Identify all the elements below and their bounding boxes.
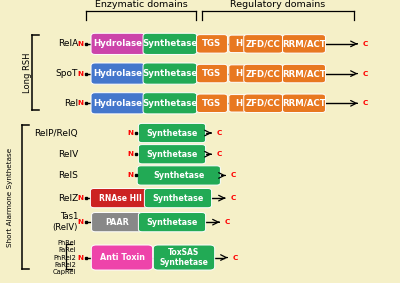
Text: RelZ: RelZ [58,194,78,203]
FancyBboxPatch shape [196,94,228,113]
Text: PAAR: PAAR [105,218,129,227]
Bar [135,153,138,155]
Text: RRM/ACT: RRM/ACT [282,69,326,78]
FancyBboxPatch shape [92,213,143,232]
Text: C: C [216,130,222,136]
Text: ZFD/CC: ZFD/CC [246,39,280,48]
FancyBboxPatch shape [244,35,283,53]
FancyBboxPatch shape [90,188,150,208]
Text: H: H [236,39,243,48]
Text: C: C [362,100,368,106]
Text: C: C [232,254,238,261]
FancyBboxPatch shape [229,95,250,112]
Text: C: C [362,41,368,47]
Text: ZFD/CC: ZFD/CC [246,69,280,78]
Bar [85,102,87,104]
Text: H: H [236,69,243,78]
Text: C: C [216,151,222,157]
FancyBboxPatch shape [229,65,250,82]
FancyBboxPatch shape [282,64,326,83]
Bar [135,132,138,134]
FancyBboxPatch shape [282,35,326,53]
FancyBboxPatch shape [137,166,220,185]
Text: Hydrolase: Hydrolase [94,39,142,48]
Text: Synthetase: Synthetase [153,171,204,180]
Bar [85,72,87,74]
Text: N: N [77,70,83,77]
Text: SpoT: SpoT [56,69,78,78]
Bar [135,174,138,177]
Text: C: C [362,70,368,77]
FancyBboxPatch shape [91,63,145,84]
FancyBboxPatch shape [153,245,215,270]
Text: N: N [77,195,83,201]
Text: Synthetase: Synthetase [146,218,198,227]
FancyBboxPatch shape [196,64,228,83]
Text: Hydrolase: Hydrolase [94,69,142,78]
Text: N: N [127,130,134,136]
Text: RelV: RelV [58,150,78,159]
FancyBboxPatch shape [138,213,206,232]
Text: TGS: TGS [202,99,222,108]
Bar [85,43,87,45]
FancyBboxPatch shape [229,35,250,53]
Text: ZFD/CC: ZFD/CC [246,99,280,108]
Text: Regulatory domains: Regulatory domains [230,0,326,9]
Text: Rel: Rel [64,99,78,108]
Text: TGS: TGS [202,69,222,78]
Text: C: C [224,219,230,225]
Text: Synthetase: Synthetase [146,150,198,159]
Text: Enzymatic domains: Enzymatic domains [95,0,187,9]
FancyBboxPatch shape [91,33,145,54]
Text: Synthetase: Synthetase [142,99,198,108]
FancyBboxPatch shape [144,188,212,208]
FancyBboxPatch shape [282,94,326,113]
Text: Short Alarmone Synthetase: Short Alarmone Synthetase [7,148,13,247]
FancyBboxPatch shape [138,123,206,143]
Text: Synthetase: Synthetase [152,194,204,203]
Bar [85,256,87,259]
Text: ToxSAS
Synthetase: ToxSAS Synthetase [160,248,208,267]
Text: TGS: TGS [202,39,222,48]
FancyBboxPatch shape [138,145,206,164]
Text: Synthetase: Synthetase [142,39,198,48]
Bar [85,221,87,223]
Text: Long RSH: Long RSH [23,53,32,93]
FancyBboxPatch shape [143,93,197,114]
Text: RRM/ACT: RRM/ACT [282,39,326,48]
FancyBboxPatch shape [196,35,228,53]
Text: N: N [77,100,83,106]
FancyBboxPatch shape [91,245,153,270]
Text: Synthetase: Synthetase [146,128,198,138]
Text: Anti Toxin: Anti Toxin [100,253,144,262]
FancyBboxPatch shape [244,94,283,113]
Text: RelP/RelQ: RelP/RelQ [34,128,78,138]
Text: N: N [77,41,83,47]
Bar [85,197,87,199]
Text: RelA: RelA [58,39,78,48]
Text: C: C [230,195,236,201]
FancyBboxPatch shape [91,93,145,114]
FancyBboxPatch shape [143,63,197,84]
Text: PhRel
FaRel
PhRel2
FaRel2
CapRel: PhRel FaRel PhRel2 FaRel2 CapRel [53,240,76,275]
FancyBboxPatch shape [143,33,197,54]
Text: Hydrolase: Hydrolase [94,99,142,108]
Text: N: N [127,151,134,157]
Text: N: N [127,172,134,179]
Text: Synthetase: Synthetase [142,69,198,78]
Text: RNAse HII: RNAse HII [98,194,142,203]
Text: N: N [77,219,83,225]
Text: N: N [77,254,83,261]
Text: RelS: RelS [58,171,78,180]
Text: RRM/ACT: RRM/ACT [282,99,326,108]
Text: C: C [230,172,236,179]
Text: H: H [236,99,243,108]
FancyBboxPatch shape [244,64,283,83]
Text: Tas1
(RelV): Tas1 (RelV) [53,213,78,232]
